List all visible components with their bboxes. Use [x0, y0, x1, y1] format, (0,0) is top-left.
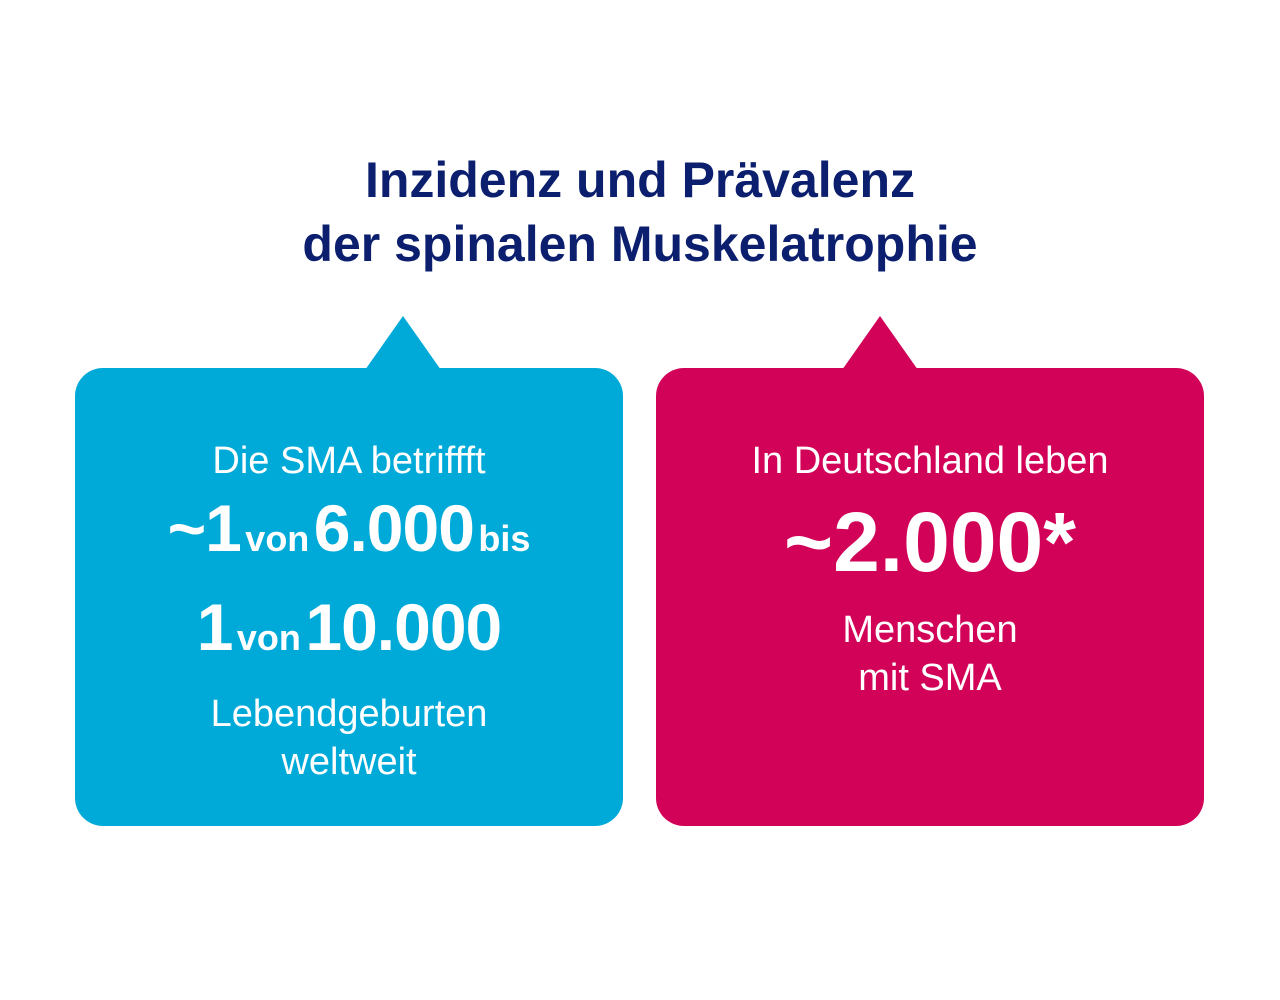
page-title: Inzidenz und Prävalenz der spinalen Musk…: [0, 148, 1280, 276]
incidence-value-10000: 10.000: [305, 590, 502, 664]
incidence-word-von-1: von: [245, 518, 310, 559]
incidence-intro: Die SMA betriffft: [212, 440, 486, 482]
title-line-1: Inzidenz und Prävalenz: [364, 152, 916, 208]
incidence-value-1: 1: [196, 590, 234, 664]
incidence-value-6000: 6.000: [313, 491, 475, 565]
incidence-value-a: ~1: [167, 491, 242, 565]
prevalence-speech-bubble: In Deutschland leben ~2.000* Menschen mi…: [656, 316, 1204, 826]
incidence-word-bis: bis: [478, 518, 531, 559]
incidence-ratio-row-1: ~1 von 6.000 bis: [75, 488, 623, 587]
incidence-subtext-1: Lebendgeburten: [210, 693, 488, 735]
prevalence-value: ~2.000*: [784, 495, 1076, 589]
prevalence-subtext-2: mit SMA: [858, 657, 1002, 699]
incidence-subtext-2: weltweit: [281, 741, 417, 783]
incidence-word-von-2: von: [236, 617, 301, 658]
title-line-2: der spinalen Muskelatrophie: [302, 216, 978, 272]
incidence-ratio-row-2: 1 von 10.000: [75, 587, 623, 686]
prevalence-intro: In Deutschland leben: [751, 440, 1109, 482]
prevalence-subtext-1: Menschen: [842, 609, 1018, 651]
incidence-speech-bubble: Die SMA betriffft ~1 von 6.000 bis 1 von…: [75, 316, 623, 826]
